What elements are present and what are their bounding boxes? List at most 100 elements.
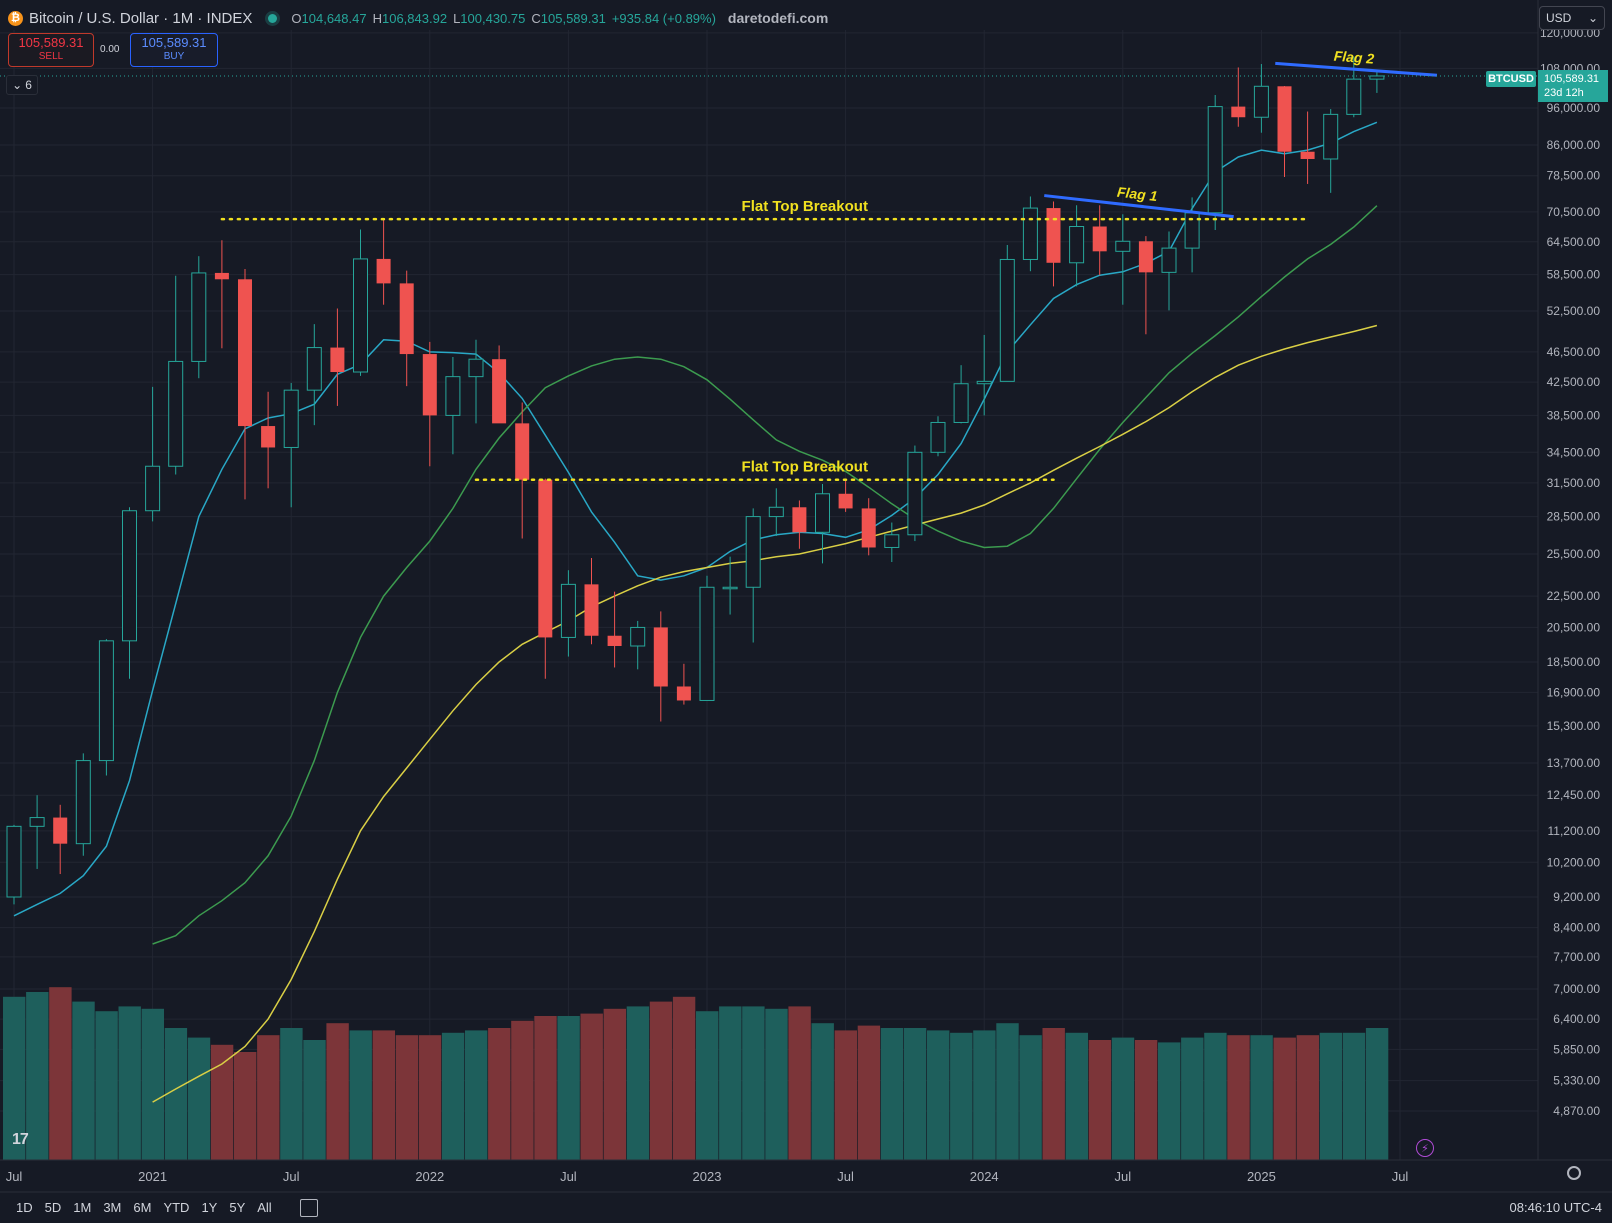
- buy-button[interactable]: 105,589.31 BUY: [130, 33, 218, 67]
- candle: [560, 570, 576, 657]
- candle: [1253, 64, 1269, 133]
- volume-bars: [3, 987, 1389, 1160]
- volume-bar: [1019, 1035, 1042, 1160]
- time-tick-label: Jul: [1114, 1169, 1131, 1184]
- price-tick-label: 16,900.00: [1547, 685, 1601, 699]
- candle: [1300, 111, 1315, 184]
- lightning-icon[interactable]: ⚡: [1416, 1139, 1434, 1157]
- candle: [976, 334, 992, 416]
- volume-bar: [580, 1013, 603, 1160]
- volume-bar: [441, 1032, 465, 1160]
- spread-value: 0.00: [100, 44, 120, 55]
- flag-trendline: [1275, 61, 1438, 77]
- candle: [492, 345, 507, 424]
- candle-body: [907, 451, 923, 536]
- candle-body: [630, 626, 646, 647]
- time-axis: [0, 1160, 1612, 1192]
- price-tick-label: 38,500.00: [1547, 408, 1601, 422]
- range-ytd-button[interactable]: YTD: [163, 1200, 190, 1215]
- price-tick-label: 12,450.00: [1547, 788, 1601, 802]
- ohlc-readout: O104,648.47 H106,843.92 L100,430.75 C105…: [291, 10, 716, 26]
- calendar-icon[interactable]: [299, 1198, 318, 1217]
- candle: [722, 556, 738, 615]
- volume-bar: [3, 996, 26, 1160]
- volume-bar: [1296, 1035, 1319, 1160]
- candle-body: [1207, 106, 1223, 214]
- candle-body: [1323, 113, 1339, 160]
- candle: [607, 591, 622, 668]
- candle: [838, 479, 853, 512]
- candle: [1092, 205, 1107, 276]
- last-price: 105,589.31: [1544, 73, 1600, 85]
- high-value: 106,843.92: [381, 10, 448, 26]
- breakout-label: Flat Top Breakout: [742, 459, 868, 476]
- candle: [1277, 85, 1292, 177]
- candle-body: [468, 358, 484, 378]
- candle: [53, 804, 68, 875]
- candle-body: [399, 283, 414, 355]
- candle: [1138, 236, 1153, 335]
- candle-body: [98, 640, 114, 762]
- candle: [29, 795, 45, 869]
- candle-body: [353, 258, 368, 373]
- candle-body: [1231, 106, 1246, 118]
- time-tick-label: Jul: [560, 1169, 577, 1184]
- price-axis-labels: 120,000.00108,000.0096,000.0086,000.0078…: [1540, 26, 1600, 1118]
- candle-body: [1046, 208, 1061, 263]
- range-1m-button[interactable]: 1M: [73, 1200, 92, 1215]
- candle-body: [145, 465, 161, 512]
- candle-body: [1346, 78, 1362, 115]
- candle: [676, 663, 691, 705]
- volume-bar: [488, 1028, 511, 1160]
- price-tick-label: 31,500.00: [1547, 476, 1601, 490]
- range-5y-button[interactable]: 5Y: [229, 1200, 246, 1215]
- candle-body: [1022, 207, 1038, 260]
- volume-bar: [1204, 1032, 1227, 1160]
- candle: [422, 341, 437, 467]
- candle: [98, 639, 114, 776]
- volume-bar: [1088, 1040, 1112, 1160]
- range-3m-button[interactable]: 3M: [103, 1200, 122, 1215]
- volume-bar: [903, 1028, 927, 1160]
- candle-body: [168, 360, 184, 467]
- low-value: 100,430.75: [460, 10, 526, 26]
- price-tick-label: 46,500.00: [1547, 345, 1601, 359]
- volume-bar: [280, 1028, 303, 1160]
- price-tick-label: 8,400.00: [1553, 921, 1600, 935]
- range-6m-button[interactable]: 6M: [133, 1200, 152, 1215]
- price-tick-label: 5,330.00: [1553, 1074, 1600, 1088]
- buy-label: BUY: [163, 51, 185, 62]
- candle-body: [676, 686, 691, 701]
- candle-body: [29, 817, 45, 827]
- volume-bar: [696, 1011, 719, 1160]
- candle-body: [768, 506, 784, 518]
- tradingview-logo-icon[interactable]: 17: [12, 1131, 29, 1148]
- gear-icon[interactable]: [1567, 1166, 1581, 1180]
- candle-body: [53, 817, 68, 844]
- symbol-title[interactable]: Bitcoin / U.S. Dollar · 1M · INDEX: [29, 9, 253, 27]
- range-1d-button[interactable]: 1D: [16, 1200, 33, 1215]
- volume-bar: [118, 1006, 141, 1160]
- candle-body: [560, 583, 576, 638]
- volume-bar: [141, 1008, 164, 1160]
- candle: [330, 308, 345, 406]
- candle: [1046, 201, 1061, 287]
- volume-bar: [927, 1030, 950, 1160]
- range-5d-button[interactable]: 5D: [44, 1200, 62, 1215]
- flag-trendline: [1044, 194, 1234, 219]
- volume-bar: [26, 992, 49, 1160]
- price-tick-label: 5,850.00: [1553, 1042, 1600, 1056]
- range-1y-button[interactable]: 1Y: [201, 1200, 218, 1215]
- open-value: 104,648.47: [301, 10, 367, 26]
- sell-button[interactable]: 105,589.31 SELL: [8, 33, 94, 67]
- time-tick-label: 2025: [1247, 1169, 1276, 1184]
- range-all-button[interactable]: All: [257, 1200, 272, 1215]
- indicator-count: 6: [25, 78, 32, 92]
- volume-bar: [626, 1006, 650, 1160]
- sell-price: 105,589.31: [18, 35, 84, 50]
- indicators-toggle[interactable]: ⌄ 6: [6, 75, 38, 95]
- clock[interactable]: 08:46:10 UTC-4: [1509, 1200, 1603, 1215]
- volume-bar: [210, 1044, 234, 1160]
- currency-select[interactable]: USD ⌄: [1539, 6, 1605, 30]
